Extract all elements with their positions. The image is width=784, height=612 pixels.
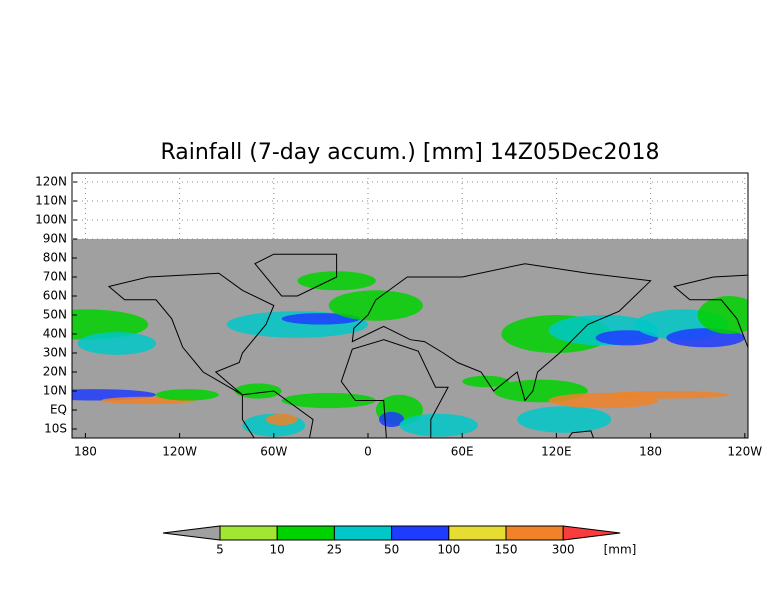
colorbar-high	[562, 525, 621, 541]
lon-label: 0	[364, 445, 372, 459]
lat-label: 10N	[43, 384, 67, 398]
colorbar-box	[276, 525, 335, 541]
coastline	[107, 272, 275, 396]
rain-area	[595, 330, 659, 346]
lat-label: 30N	[43, 346, 67, 360]
lat-label: 20N	[43, 365, 67, 379]
rain-area	[399, 413, 478, 437]
rain-area	[328, 290, 423, 321]
rain-area	[72, 309, 149, 340]
lat-label: 120N	[35, 175, 67, 189]
lat-label: 110N	[35, 194, 67, 208]
rain-area	[297, 271, 376, 291]
lon-label: 120E	[541, 445, 572, 459]
lon-label: 180	[639, 445, 662, 459]
lat-label: 100N	[35, 213, 67, 227]
colorbar: 5 10 25 50 100 150 300 [mm]	[162, 525, 637, 557]
lon-label: 120W	[727, 445, 762, 459]
lat-label: 50N	[43, 308, 67, 322]
colorbar-box	[391, 525, 450, 541]
lat-label: 10S	[44, 422, 67, 436]
lat-label: 90N	[43, 232, 67, 246]
colorbar-box	[333, 525, 393, 541]
lon-label: 180	[74, 445, 97, 459]
lat-label: EQ	[50, 403, 67, 417]
rain-area	[156, 389, 219, 401]
colorbar-unit: [mm]	[604, 543, 637, 557]
coastline	[567, 430, 594, 438]
lat-label: 70N	[43, 270, 67, 284]
rain-area	[77, 332, 157, 355]
lon-label: 60W	[260, 445, 287, 459]
rain-area	[462, 375, 510, 388]
coastline	[241, 390, 314, 438]
plot-frame	[71, 172, 749, 439]
coastline	[673, 274, 748, 349]
colorbar-label: 300	[552, 543, 575, 557]
coastline	[351, 263, 652, 402]
rain-area	[265, 413, 298, 426]
coastline	[340, 339, 449, 438]
plot-area: 120N 110N 100N 90N 80N 70N 60N 50N 40N 30N 20N 10N E…	[35, 172, 762, 459]
colorbar-label: 25	[327, 543, 342, 557]
colorbar-label: 5	[216, 543, 224, 557]
rain-area	[517, 406, 612, 433]
lon-label: 120W	[162, 445, 197, 459]
map-title: Rainfall (7-day accum.) [mm] 14Z05Dec201…	[160, 140, 659, 165]
colorbar-box	[219, 525, 278, 541]
lat-label: 60N	[43, 289, 67, 303]
map-layer	[72, 239, 748, 438]
coastline	[254, 253, 338, 297]
colorbar-box	[505, 525, 564, 541]
lon-label: 60E	[451, 445, 474, 459]
lat-label: 40N	[43, 327, 67, 341]
colorbar-box	[448, 525, 507, 541]
rain-area	[603, 391, 730, 399]
colorbar-label: 150	[495, 543, 518, 557]
rain-area	[281, 313, 361, 325]
colorbar-label: 100	[437, 543, 460, 557]
lat-label: 80N	[43, 251, 67, 265]
colorbar-label: 50	[384, 543, 399, 557]
colorbar-label: 10	[270, 543, 285, 557]
rain-area	[697, 296, 748, 334]
